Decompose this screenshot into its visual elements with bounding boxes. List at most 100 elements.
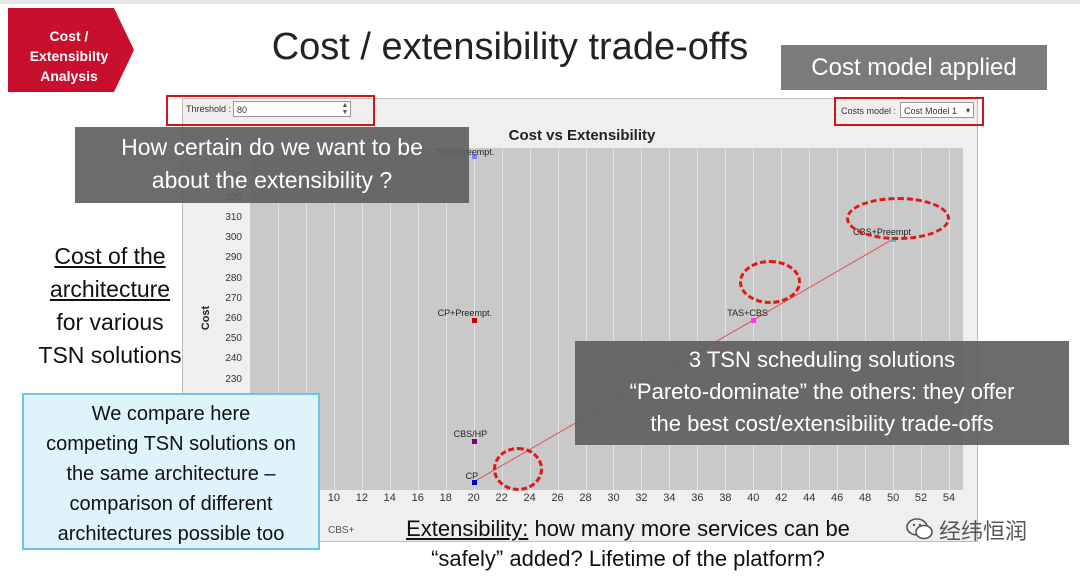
extensibility-line1: Extensibility: how many more services ca… <box>358 514 898 544</box>
y-tick-label: 280 <box>225 272 242 284</box>
highlight-ellipse-cp <box>493 447 543 491</box>
extensibility-text: Extensibility: how many more services ca… <box>358 514 898 574</box>
left-line: architecture <box>49 276 171 302</box>
x-tick-label: 26 <box>551 492 564 504</box>
note-line: the same architecture – <box>66 463 276 485</box>
x-tick-label: 36 <box>691 492 704 504</box>
badge-line: Cost / <box>49 28 89 44</box>
grid-line <box>361 148 363 490</box>
x-tick-label: 22 <box>495 492 508 504</box>
threshold-highlight <box>166 95 375 126</box>
extensibility-line2: “safely” added? Lifetime of the platform… <box>431 546 825 571</box>
y-tick-label: 240 <box>225 353 242 365</box>
section-badge: Cost / Extensibilty Analysis <box>8 8 134 92</box>
x-tick-label: 34 <box>663 492 676 504</box>
data-point[interactable] <box>471 479 477 485</box>
data-point[interactable] <box>471 154 477 160</box>
x-tick-label: 30 <box>607 492 620 504</box>
badge-line: Analysis <box>40 68 98 84</box>
note-line: comparison of different <box>69 493 273 515</box>
data-point-label: CP <box>465 470 479 481</box>
costs-model-value: Cost Model 1 <box>904 106 958 116</box>
x-tick-label: 54 <box>942 492 956 504</box>
highlight-ellipse-cbs-preempt <box>846 197 950 240</box>
callout-pareto: 3 TSN scheduling solutions “Pareto-domin… <box>575 341 1069 445</box>
slide-title: Cost / extensibility trade-offs <box>271 26 749 68</box>
threshold-label: Threshold : <box>186 104 232 114</box>
y-tick-label: 310 <box>225 211 242 223</box>
x-tick-label: 32 <box>635 492 648 504</box>
badge-line: Extensibilty <box>29 48 109 64</box>
note-line: We compare here <box>91 403 251 425</box>
x-tick-label: 46 <box>831 492 844 504</box>
data-point-label: CP+Preempt. <box>437 308 492 318</box>
callout-line: the best cost/extensibility trade-offs <box>650 411 994 436</box>
costs-model-select[interactable]: Cost Model 1 ▾ <box>900 102 974 118</box>
grid-line <box>445 148 447 490</box>
grid-line <box>949 148 951 490</box>
x-tick-label: 28 <box>579 492 592 504</box>
x-tick-label: 38 <box>719 492 732 504</box>
threshold-input[interactable]: 80 <box>233 101 351 117</box>
x-tick-label: 20 <box>467 492 480 504</box>
wechat-icon <box>906 518 933 540</box>
grid-line <box>557 148 559 490</box>
grid-line <box>305 148 307 490</box>
callout-line: about the extensibility ? <box>151 167 393 193</box>
cost-label-block: Cost of the architecture for various TSN… <box>30 240 190 372</box>
data-point-label: CBS/HP <box>453 429 488 440</box>
y-axis-label: Cost <box>200 305 213 331</box>
left-line: Cost of the <box>54 243 166 269</box>
chevron-down-icon[interactable]: ▾ <box>965 106 970 115</box>
callout-line: How certain do we want to be <box>121 134 423 160</box>
x-tick-label: 50 <box>886 492 900 504</box>
extensibility-label: Extensibility: <box>406 516 529 541</box>
grid-line <box>333 148 335 490</box>
y-tick-label: 300 <box>225 232 242 244</box>
grid-line <box>417 148 419 490</box>
grid-line <box>921 148 923 490</box>
badge-text: Cost / Extensibilty Analysis <box>16 26 122 86</box>
note-box: We compare here competing TSN solutions … <box>22 393 320 550</box>
y-tick-label: 270 <box>225 292 242 304</box>
x-tick-label: 24 <box>523 492 536 504</box>
highlight-ellipse-tas-cbs <box>739 260 801 304</box>
data-point[interactable] <box>471 439 477 445</box>
y-tick-label: 250 <box>225 333 242 345</box>
grid-line <box>277 148 279 490</box>
data-point-label: TAS+CBS <box>727 308 768 318</box>
x-tick-label: 52 <box>914 492 928 504</box>
x-tick-label: 12 <box>355 492 368 504</box>
watermark: 经纬恒润 <box>905 514 1055 544</box>
grid-line <box>389 148 391 490</box>
threshold-spinner[interactable]: ▲ ▼ <box>340 102 350 116</box>
data-point[interactable] <box>471 318 477 323</box>
x-tick-label: 40 <box>747 492 760 504</box>
callout-line: 3 TSN scheduling solutions <box>688 347 956 372</box>
callout-line: “Pareto-dominate” the others: they offer <box>629 379 1015 404</box>
x-tick-label: 48 <box>859 492 872 504</box>
left-line: for various <box>56 309 164 335</box>
spinner-up-icon[interactable]: ▲ <box>341 102 349 109</box>
costs-model-label: Costs model : <box>841 106 897 116</box>
x-tick-label: 14 <box>383 492 396 504</box>
data-point[interactable] <box>751 318 757 323</box>
y-tick-label: 290 <box>225 252 242 264</box>
grid-line <box>529 148 531 490</box>
grid-line <box>893 148 895 490</box>
extensibility-rest: how many more services can be <box>528 516 850 541</box>
x-tick-label: 16 <box>411 492 424 504</box>
chart-title: Cost vs Extensibility <box>508 127 656 144</box>
x-tick-label: 44 <box>803 492 816 504</box>
x-tick-label: 42 <box>775 492 788 504</box>
x-tick-label: 18 <box>439 492 452 504</box>
watermark-text: 经纬恒润 <box>939 519 1028 544</box>
top-strip <box>0 0 1080 4</box>
x-tick-label: 10 <box>327 492 340 504</box>
callout-certainty: How certain do we want to be about the e… <box>75 127 469 203</box>
legend-fragment: CBS+ <box>328 525 355 536</box>
badge-arrow-shape <box>8 8 134 92</box>
y-tick-label: 230 <box>225 373 242 385</box>
y-tick-label: 260 <box>225 313 242 324</box>
spinner-down-icon[interactable]: ▼ <box>341 109 349 116</box>
